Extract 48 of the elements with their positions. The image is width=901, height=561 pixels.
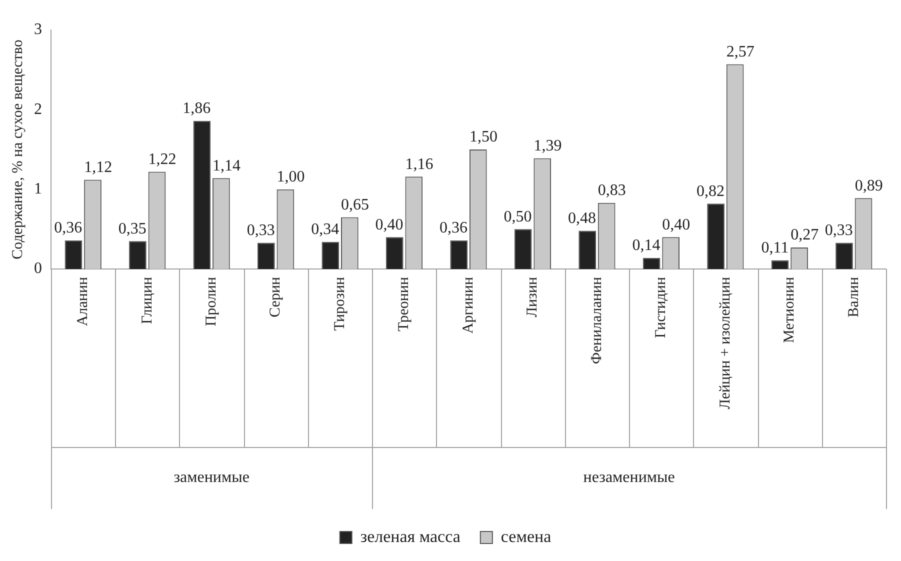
data-label: 0,50 (504, 208, 532, 226)
legend-label: зеленая масса (360, 526, 461, 546)
y-tick-label: 0 (34, 260, 42, 278)
data-label: 0,34 (311, 221, 340, 238)
data-label: 1,39 (534, 137, 562, 154)
x-tick-label: Пролин (204, 277, 220, 326)
data-label: 0,27 (790, 226, 819, 244)
x-tick-label: Фенилаланин (588, 277, 605, 364)
data-label: 0,14 (632, 237, 660, 254)
data-label: 0,82 (696, 182, 724, 200)
data-label: 0,65 (341, 196, 369, 214)
text: заменимые (174, 469, 250, 486)
data-label: 0,40 (662, 216, 690, 234)
y-tick-label: 2 (34, 100, 42, 118)
x-tick-label: Валин (846, 277, 862, 318)
data-label: 2,57 (726, 43, 754, 60)
y-tick-label: 1 (34, 180, 42, 198)
data-label: 1,14 (212, 157, 241, 174)
data-label: 1,50 (469, 128, 498, 146)
x-tick-label: Треонин (396, 277, 412, 332)
data-label: 1,16 (405, 156, 434, 173)
x-tick-label: Лизин (524, 277, 541, 318)
data-label: 0,89 (854, 177, 883, 194)
x-tick-label: Глицин (139, 277, 156, 324)
x-tick-label: Лейцин + изолейцин (717, 277, 734, 410)
x-tick-label: Аланин (75, 277, 92, 326)
data-label: 0,36 (440, 220, 468, 237)
x-tick-label: Метионин (782, 277, 798, 343)
data-label: 1,00 (276, 168, 305, 186)
data-label: 0,33 (246, 222, 275, 239)
data-label: 1,22 (148, 151, 176, 168)
data-label: 0,40 (375, 216, 404, 234)
data-label: 0,36 (54, 220, 82, 237)
data-label: 0,48 (568, 210, 596, 227)
y-axis-title: Содержание, % на сухое вещество (10, 40, 26, 260)
legend-label: семена (500, 526, 552, 546)
data-label: 0,33 (824, 222, 853, 239)
x-tick-label: Тирозин (332, 277, 348, 331)
data-label: 1,86 (182, 100, 211, 118)
data-label: 1,12 (84, 158, 112, 176)
text: незаменимые (583, 469, 675, 486)
y-tick-label: 3 (34, 21, 42, 38)
x-tick-label: Гистидин (653, 277, 670, 338)
data-label: 0,35 (118, 220, 146, 238)
data-label: 0,83 (598, 182, 626, 200)
x-tick-label: Серин (268, 277, 284, 318)
data-label: 0,11 (761, 239, 789, 256)
x-tick-label: Аргинин (460, 277, 476, 334)
